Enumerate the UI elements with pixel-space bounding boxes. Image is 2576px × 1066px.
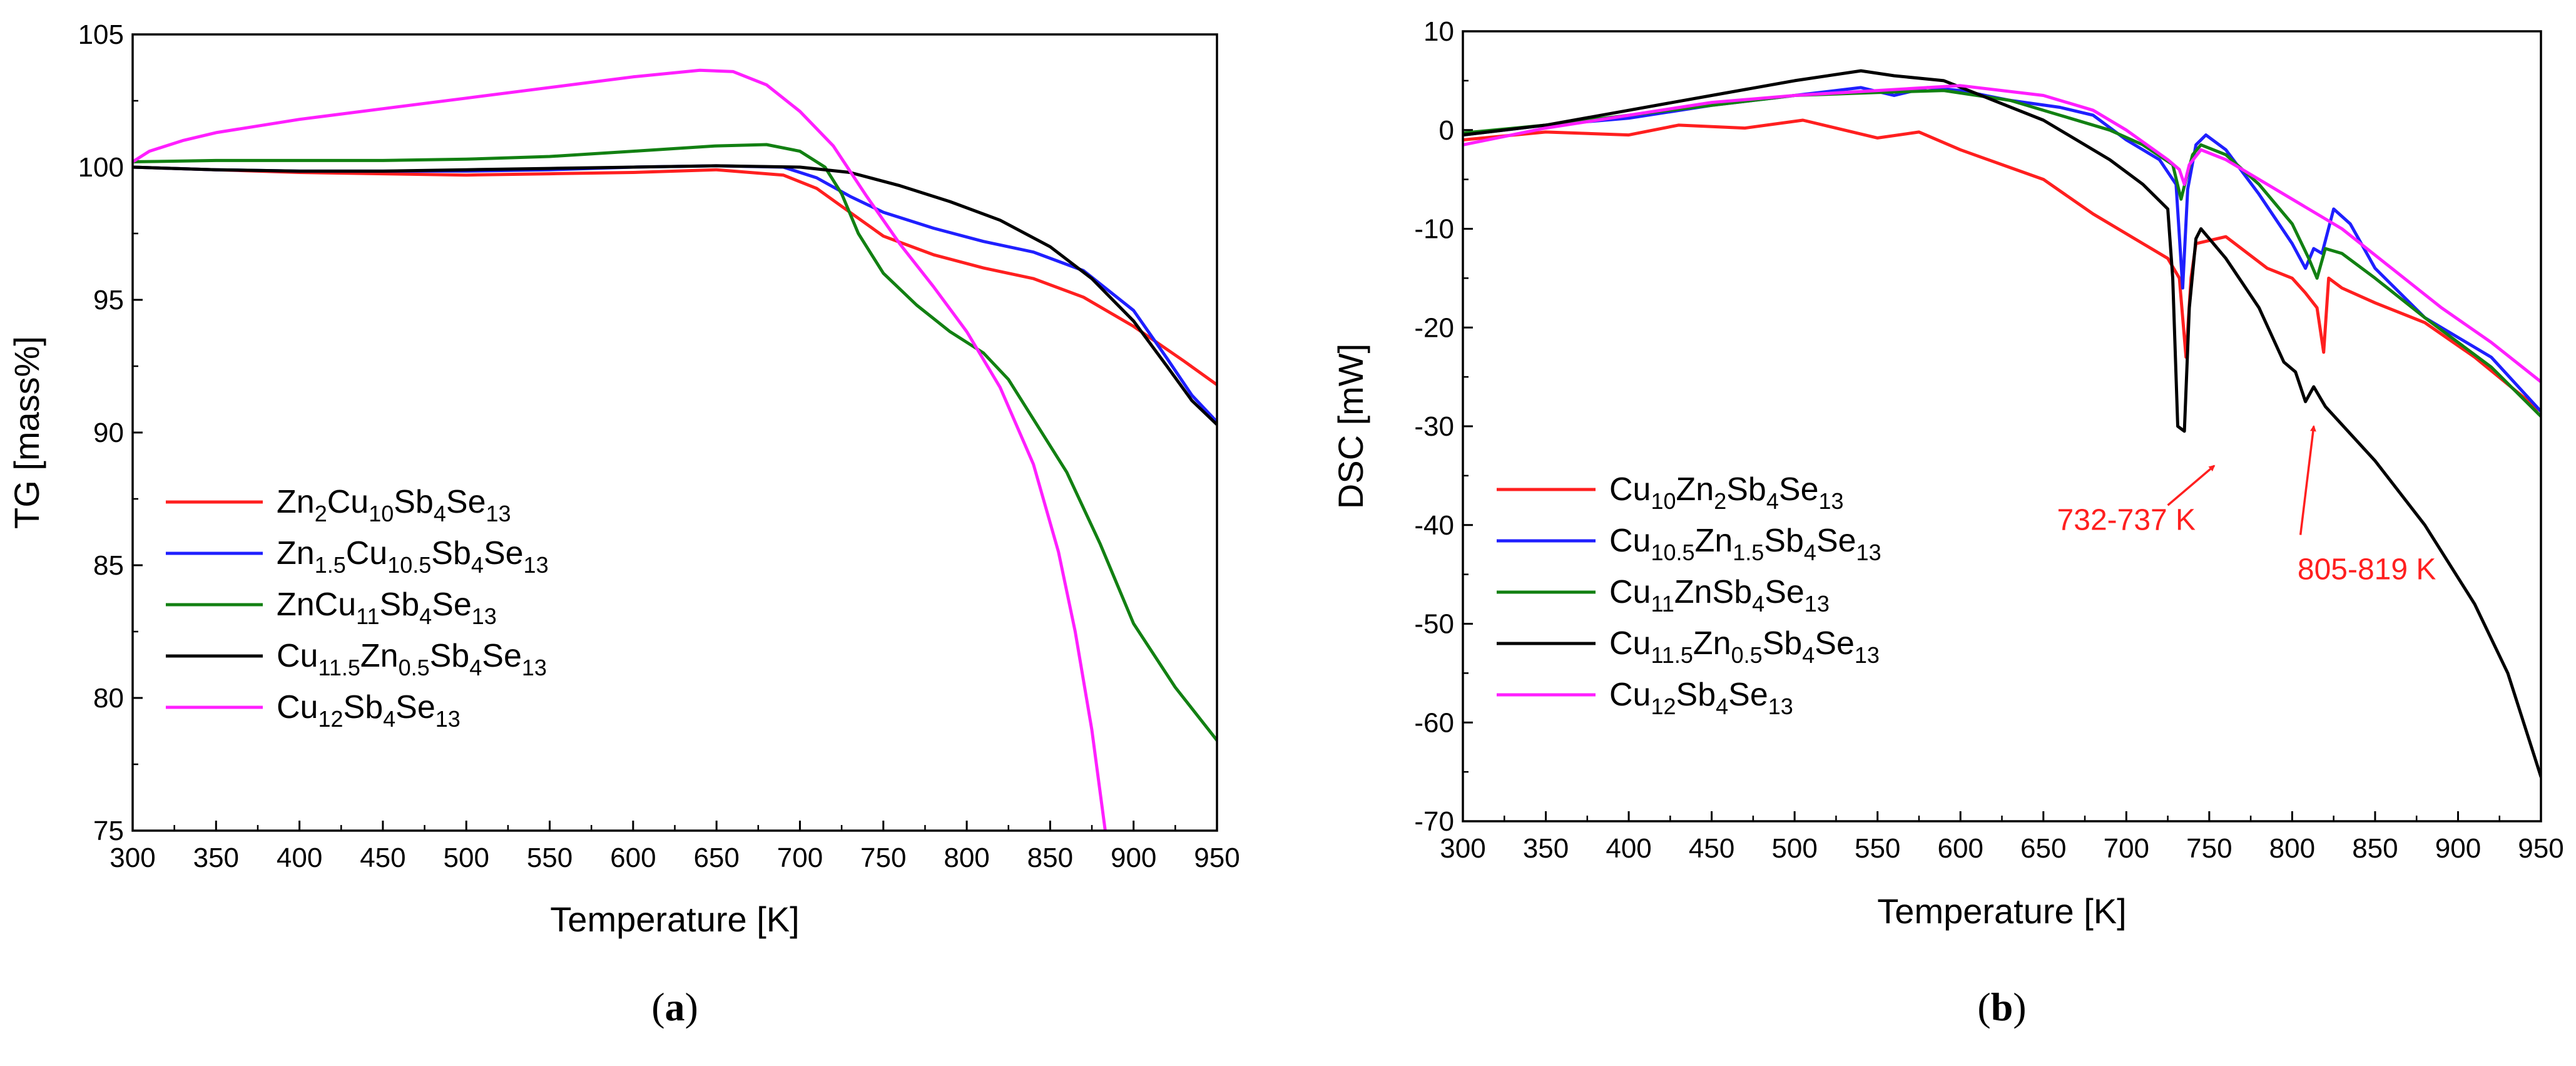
series-line-ZnCu11Sb4Se13 (133, 143, 1217, 742)
x-tick-label: 650 (2020, 833, 2066, 864)
legend-entry: Cu10.5​Zn1.5​Sb4​Se13​ (1609, 523, 1881, 565)
x-tick-label: 350 (1523, 833, 1569, 864)
x-tick-label: 500 (444, 843, 489, 873)
x-tick-label: 400 (277, 843, 322, 873)
y-tick-label: 105 (78, 19, 124, 50)
x-tick-label: 700 (2104, 833, 2149, 864)
series-line-Cu10.5Zn1.5Sb4Se13 (1463, 86, 2541, 413)
series-line-Zn1.5Cu10.5Sb4Se13 (133, 164, 1217, 424)
y-tick-label: -60 (1414, 707, 1454, 738)
y-tick-label: -70 (1414, 806, 1454, 837)
annotation-arrow (2299, 425, 2316, 535)
annotation-label: 805-819 K (2298, 553, 2436, 587)
legend-entry: Zn2​Cu10​Sb4​Se13​ (277, 484, 511, 526)
series-line-Cu11ZnSb4Se13 (1463, 89, 2541, 418)
x-tick-label: 550 (1855, 833, 1900, 864)
x-tick-label: 900 (1111, 843, 1156, 873)
x-tick-label: 800 (944, 843, 989, 873)
plot-frame (131, 33, 1218, 832)
x-tick-label: 500 (1771, 833, 1817, 864)
series-line-Cu11.5Zn0.5Sb4Se13 (133, 164, 1217, 426)
y-tick-label: 10 (1423, 16, 1454, 47)
y-tick-label: 80 (93, 683, 124, 714)
x-tick-label: 450 (1689, 833, 1734, 864)
x-tick-label: 700 (777, 843, 823, 873)
y-tick-label: 100 (78, 152, 124, 183)
legend-entry: ZnCu11​Sb4​Se13​ (277, 587, 497, 629)
panel-label: (a) (651, 985, 698, 1029)
x-tick-label: 750 (860, 843, 906, 873)
legend-entry: Cu11​ZnSb4​Se13​ (1609, 574, 1830, 617)
x-tick-label: 400 (1606, 833, 1651, 864)
x-tick-label: 750 (2186, 833, 2232, 864)
legend-entry: Cu11.5​Zn0.5​Sb4​Se13​ (277, 638, 547, 680)
x-tick-label: 600 (1938, 833, 1983, 864)
x-tick-label: 850 (2352, 833, 2398, 864)
annotation-arrow (2167, 464, 2216, 506)
x-tick-label: 450 (360, 843, 405, 873)
dsc-chart-panel: 300 350 400 450 500 550 600 650 700 750 800 850 900 9… (1331, 16, 2564, 1029)
x-tick-label: 900 (2435, 833, 2481, 864)
x-tick-label: 650 (693, 843, 739, 873)
legend-entry: Cu12​Sb4​Se13​ (277, 689, 461, 732)
plot-frame (1462, 30, 2542, 823)
series-line-Cu12Sb4Se13 (133, 68, 1107, 831)
x-tick-label: 600 (610, 843, 656, 873)
y-tick-label: -20 (1414, 312, 1454, 343)
y-tick-label: 75 (93, 816, 124, 846)
y-tick-label: -10 (1414, 214, 1454, 245)
x-tick-label: 950 (2518, 833, 2563, 864)
y-tick-label: -50 (1414, 609, 1454, 640)
x-tick-label: 850 (1027, 843, 1073, 873)
y-tick-label: 0 (1439, 115, 1454, 146)
annotation-label: 732-737 K (2057, 504, 2196, 537)
tg-chart-panel: 300 350 400 450 500 550 600 650 700 750 800 850 900 9… (7, 19, 1240, 1029)
y-tick-label: 85 (93, 550, 124, 581)
legend-entry: Zn1.5​Cu10.5​Sb4​Se13​ (277, 535, 549, 578)
y-tick-label: 95 (93, 285, 124, 315)
legend-entry: Cu10​Zn2​Sb4​Se13​ (1609, 471, 1844, 514)
x-tick-label: 950 (1194, 843, 1240, 873)
x-axis-label: Temperature [K] (1877, 891, 2126, 931)
y-axis-label: TG [mass%] (7, 336, 46, 529)
y-tick-label: -40 (1414, 510, 1454, 541)
series-line-Zn2Cu10Sb4Se13 (133, 165, 1217, 387)
legend-entry: Cu11.5​Zn0.5​Sb4​Se13​ (1609, 625, 1880, 668)
x-tick-label: 550 (527, 843, 573, 873)
x-axis-label: Temperature [K] (550, 899, 799, 939)
series-line-Cu10Zn2Sb4Se13 (1463, 118, 2541, 413)
series-line-Cu11.5Zn0.5Sb4Se13 (1463, 69, 2541, 779)
x-tick-label: 300 (1440, 833, 1485, 864)
y-tick-label: 90 (93, 418, 124, 448)
series-line-Cu12Sb4Se13 (1463, 84, 2541, 384)
x-tick-label: 300 (109, 843, 155, 873)
x-tick-label: 800 (2269, 833, 2315, 864)
x-tick-label: 350 (193, 843, 239, 873)
y-tick-label: -30 (1414, 411, 1454, 442)
y-axis-label: DSC [mW] (1331, 344, 1370, 509)
panel-label: (b) (1977, 985, 2026, 1029)
legend-entry: Cu12​Sb4​Se13​ (1609, 677, 1793, 719)
